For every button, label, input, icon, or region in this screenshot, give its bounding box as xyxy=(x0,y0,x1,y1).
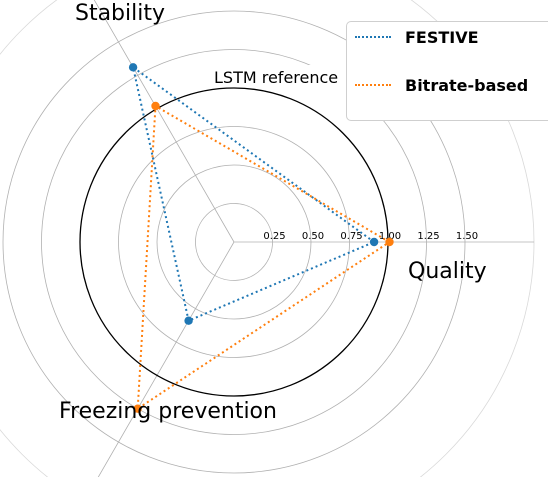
radial-tick-label-4: 1.25 xyxy=(417,231,439,242)
radial-tick-label-5: 1.50 xyxy=(456,231,478,242)
radial-tick-label-1: 0.50 xyxy=(302,231,324,242)
spoke-2 xyxy=(95,241,235,481)
radial-tick-label-3: 1.00 xyxy=(379,231,401,242)
series-line-bitrate-based xyxy=(136,104,392,411)
radial-tick-label-0: 0.25 xyxy=(263,231,285,242)
series-point-bitrate-based-1 xyxy=(151,101,160,111)
legend-swatch-bitrate-based xyxy=(355,84,391,86)
legend-entry-festive: FESTIVE xyxy=(355,25,479,49)
reference-label-bg xyxy=(212,65,358,87)
legend-label-bitrate-based: Bitrate-based xyxy=(405,75,529,95)
axis-label-quality: Quality xyxy=(408,259,487,284)
series-point-bitrate-based-2 xyxy=(133,404,142,413)
axis-label-stability: Stability xyxy=(75,1,165,26)
series-point-festive-2 xyxy=(184,316,193,325)
legend-entry-bitrate-based: Bitrate-based xyxy=(355,73,528,97)
series-line-festive xyxy=(131,64,377,323)
legend: FESTIVE Bitrate-based xyxy=(346,21,548,121)
series-point-festive-0 xyxy=(369,237,379,247)
radial-tick-label-2: 0.75 xyxy=(340,231,362,242)
reference-label: LSTM reference xyxy=(214,68,338,87)
series-point-bitrate-based-0 xyxy=(385,237,394,247)
legend-swatch-festive xyxy=(355,36,391,38)
series-point-festive-1 xyxy=(128,63,138,72)
spoke-1 xyxy=(93,0,235,243)
axis-label-freezing-prevention: Freezing prevention xyxy=(59,399,277,424)
legend-label-festive: FESTIVE xyxy=(405,27,479,47)
